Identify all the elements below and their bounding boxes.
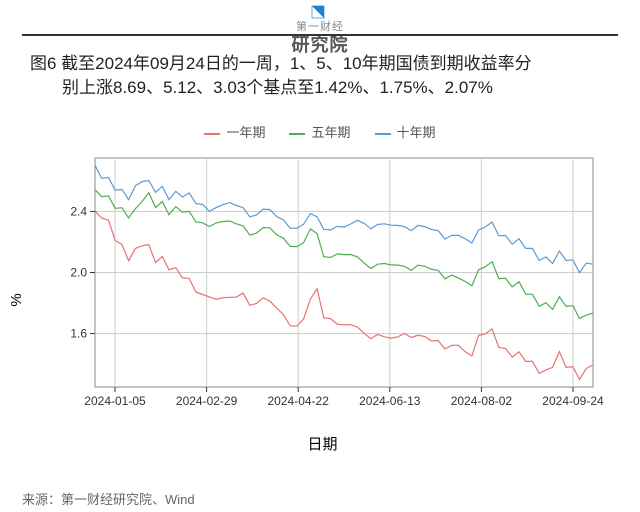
logo-icon <box>310 4 326 20</box>
y-axis-label: % <box>8 293 25 306</box>
x-axis-label: 日期 <box>307 433 337 454</box>
legend-dash <box>375 133 391 135</box>
source-text: 来源：第一财经研究院、Wind <box>22 489 195 508</box>
legend-dash <box>204 133 220 135</box>
figure-title: 图6 截至2024年09月24日的一周，1、5、10年期国债到期收益率分 别上涨… <box>30 52 610 100</box>
svg-text:2024-04-22: 2024-04-22 <box>268 394 330 408</box>
svg-text:2.0: 2.0 <box>70 266 87 280</box>
svg-text:2024-09-24: 2024-09-24 <box>542 394 604 408</box>
legend: 一年期 五年期 十年期 <box>0 122 640 141</box>
legend-label: 十年期 <box>397 125 436 140</box>
svg-text:2024-01-05: 2024-01-05 <box>84 394 146 408</box>
header-logo: 第一财经研究院 <box>0 4 640 57</box>
svg-text:2.4: 2.4 <box>70 204 87 218</box>
title-line-2: 别上涨8.69、5.12、3.03个基点至1.42%、1.75%、2.07% <box>30 76 610 100</box>
legend-item-0: 一年期 <box>204 122 265 141</box>
page: 第一财经研究院 图6 截至2024年09月24日的一周，1、5、10年期国债到期… <box>0 0 640 512</box>
legend-label: 一年期 <box>226 125 265 140</box>
logo-prefix: 第一财经 <box>0 23 640 31</box>
legend-item-2: 十年期 <box>375 122 436 141</box>
legend-item-1: 五年期 <box>289 122 350 141</box>
title-line-1: 图6 截至2024年09月24日的一周，1、5、10年期国债到期收益率分 <box>30 54 532 73</box>
plot-svg: 2024-01-05 2024-02-29 2024-04-22 2024-06-13… <box>50 150 605 425</box>
legend-label: 五年期 <box>311 125 350 140</box>
svg-text:2024-06-13: 2024-06-13 <box>359 394 421 408</box>
svg-text:1.6: 1.6 <box>70 327 87 341</box>
svg-text:2024-08-02: 2024-08-02 <box>451 394 513 408</box>
legend-dash <box>289 133 305 135</box>
chart: % 2024-01-052024-02-292024-04-222024-06-… <box>40 150 605 450</box>
header-rule <box>22 34 618 36</box>
svg-text:2024-02-29: 2024-02-29 <box>176 394 238 408</box>
